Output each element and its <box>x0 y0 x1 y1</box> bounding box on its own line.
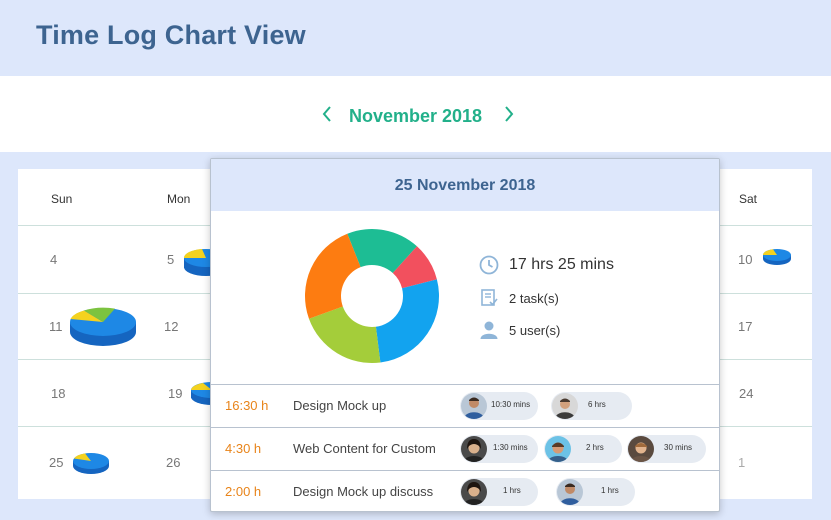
task-row[interactable]: 16:30 h Design Mock up 10:30 mins 6 hrs <box>211 384 719 427</box>
day-cell-26[interactable]: 26 <box>166 455 181 470</box>
task-duration: 2:00 h <box>225 484 262 499</box>
task-name: Design Mock up <box>293 398 387 413</box>
day-25-pie-chart[interactable] <box>72 451 112 477</box>
day-5-pie-chart[interactable] <box>184 242 214 278</box>
user-avatar <box>461 393 487 419</box>
user-avatar <box>557 479 583 505</box>
current-month-label: November 2018 <box>348 106 483 126</box>
donut-segment-2 <box>392 246 437 289</box>
user-time-chip[interactable]: 1 hrs <box>556 478 635 506</box>
user-time-chip[interactable]: 6 hrs <box>551 392 632 420</box>
donut-segment-5 <box>305 233 361 319</box>
total-time-stat: 17 hrs 25 mins <box>479 255 614 275</box>
tasks-count-stat: 2 task(s) <box>479 288 559 308</box>
user-time-value: 2 hrs <box>586 443 604 452</box>
total-time-value: 17 hrs 25 mins <box>509 256 614 273</box>
user-time-value: 1 hrs <box>503 486 521 495</box>
day-cell-19[interactable]: 19 <box>168 386 183 401</box>
task-duration: 16:30 h <box>225 398 269 413</box>
day-cell-1-next-month[interactable]: 1 <box>738 455 746 470</box>
clock-icon <box>479 255 499 275</box>
donut-segment-4 <box>308 306 381 363</box>
day-cell-4[interactable]: 4 <box>50 252 58 267</box>
task-list-icon <box>479 288 499 308</box>
task-row[interactable]: 4:30 h Web Content for Custom 1:30 mins … <box>211 427 719 470</box>
task-duration: 4:30 h <box>225 441 262 456</box>
user-avatar <box>552 393 578 419</box>
weekday-mon: Mon <box>167 192 191 206</box>
donut-segment-3 <box>375 279 439 363</box>
user-time-value: 10:30 mins <box>491 400 531 409</box>
user-avatar <box>461 436 487 462</box>
user-time-value: 1:30 mins <box>493 443 528 452</box>
day-10-pie-chart[interactable] <box>762 247 792 267</box>
week-row: 11 12 17 <box>18 294 812 360</box>
popup-header: 25 November 2018 <box>211 159 719 211</box>
day-cell-17[interactable]: 17 <box>738 319 753 334</box>
day-cell-10[interactable]: 10 <box>738 252 753 267</box>
user-time-chip[interactable]: 10:30 mins <box>460 392 538 420</box>
user-time-chip[interactable]: 1 hrs <box>460 478 538 506</box>
day-cell-5[interactable]: 5 <box>167 252 175 267</box>
week-row: 25 26 1 <box>18 427 812 499</box>
users-count-stat: 5 user(s) <box>479 320 560 340</box>
weekday-sun: Sun <box>51 192 73 206</box>
day-11-pie-chart[interactable] <box>69 305 137 349</box>
user-icon <box>479 320 499 340</box>
day-cell-12[interactable]: 12 <box>164 319 179 334</box>
task-name: Design Mock up discuss <box>293 484 434 499</box>
user-avatar <box>461 479 487 505</box>
day-cell-24[interactable]: 24 <box>739 386 754 401</box>
page-header: Time Log Chart View <box>0 0 831 76</box>
day-19-pie-chart[interactable] <box>190 380 212 408</box>
user-avatar <box>628 436 654 462</box>
user-time-chip[interactable]: 1:30 mins <box>460 435 538 463</box>
weekday-sat: Sat <box>739 192 758 206</box>
page-title: Time Log Chart View <box>36 20 306 50</box>
day-cell-18[interactable]: 18 <box>51 386 66 401</box>
donut-segment-1 <box>347 229 417 274</box>
chevron-right-icon[interactable] <box>502 104 516 124</box>
user-time-chip[interactable]: 30 mins <box>627 435 706 463</box>
day-cell-25[interactable]: 25 <box>49 455 64 470</box>
user-time-value: 6 hrs <box>588 400 606 409</box>
user-time-chip[interactable]: 2 hrs <box>544 435 622 463</box>
time-distribution-donut-chart <box>305 229 439 363</box>
task-name: Web Content for Custom <box>293 441 436 456</box>
chevron-left-icon[interactable] <box>320 104 334 124</box>
day-detail-popup: 25 November 2018 17 hrs 25 mins 2 task(s… <box>210 158 720 512</box>
task-row[interactable]: 2:00 h Design Mock up discuss 1 hrs 1 hr… <box>211 470 719 511</box>
day-cell-11[interactable]: 11 <box>49 319 63 334</box>
user-time-value: 30 mins <box>664 443 693 452</box>
tasks-count-value: 2 task(s) <box>509 290 559 306</box>
user-avatar <box>545 436 571 462</box>
user-time-value: 1 hrs <box>601 486 619 495</box>
popup-date: 25 November 2018 <box>394 177 536 194</box>
users-count-value: 5 user(s) <box>509 322 561 338</box>
month-navigation: November 2018 <box>0 76 831 152</box>
